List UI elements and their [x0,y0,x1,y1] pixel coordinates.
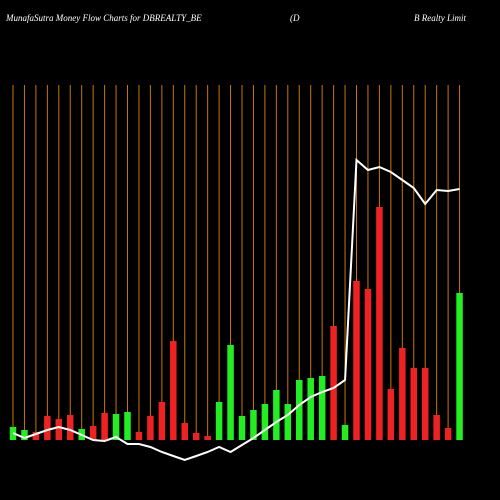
bar [101,413,108,440]
bar [376,207,383,440]
bar [192,433,200,440]
bar [21,430,28,440]
bar [238,416,246,440]
bar [364,289,372,440]
chart-title: MunafaSutra Money Flow Charts for DBREAL… [5,13,202,23]
bar [307,378,314,440]
bar [55,419,63,440]
bar [135,432,143,440]
bar [215,402,223,440]
bar [399,348,406,440]
bars [9,207,463,440]
bar [124,412,131,440]
bar [421,368,429,440]
bar [44,416,51,440]
bar [261,404,269,440]
money-flow-line [12,157,460,462]
bar [170,341,177,440]
bar [32,432,40,440]
bar [387,389,395,440]
bar [330,326,337,440]
bar [318,376,326,440]
bar [353,281,360,440]
lines [12,157,460,462]
bar [296,380,303,440]
bar [456,293,463,440]
bar [181,423,188,440]
bar [147,416,154,440]
bar [410,368,417,440]
bar [67,415,74,440]
chart-subtitle: B Realty Limit [414,13,466,23]
bar [250,410,257,440]
bar [158,402,166,440]
bar [433,415,440,440]
chart-subtitle: (D [290,13,300,23]
bar [112,414,120,440]
bar [444,428,452,440]
bar [273,390,280,440]
bar [89,426,97,440]
bar [284,404,292,440]
bar [341,425,349,440]
bar [227,345,234,440]
bar [204,436,211,440]
